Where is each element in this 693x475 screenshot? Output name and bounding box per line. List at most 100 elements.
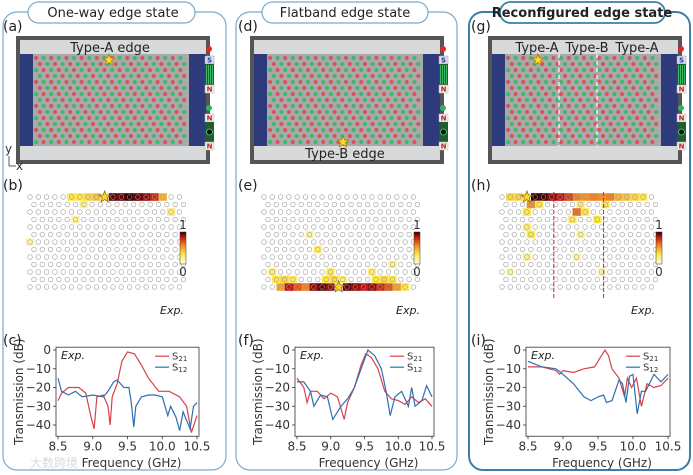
lattice-site	[551, 56, 556, 60]
lattice-site	[608, 110, 613, 114]
lattice-site	[365, 201, 371, 208]
lattice-site	[278, 224, 284, 230]
panel-label: (d)	[238, 19, 258, 35]
field-intensity-cell	[309, 283, 318, 291]
lattice-site	[352, 284, 358, 290]
lattice-site	[178, 128, 183, 132]
lattice-site	[287, 98, 291, 102]
lattice-site	[118, 194, 124, 200]
x-axis-label: Frequency (GHz)	[319, 456, 419, 470]
lattice-site	[515, 194, 522, 200]
magnet-pole-n	[676, 141, 687, 151]
magnet-n-label: N	[441, 143, 447, 151]
lattice-site	[336, 104, 341, 108]
lattice-site	[608, 134, 613, 138]
lattice-site	[525, 134, 529, 138]
lattice-site	[627, 116, 632, 120]
lattice-site	[332, 134, 337, 138]
lattice-site	[49, 68, 54, 72]
lattice-site	[385, 74, 390, 78]
lattice-site	[616, 110, 621, 114]
lattice-site	[294, 62, 299, 66]
lattice-site	[378, 86, 383, 90]
lattice-site	[302, 86, 307, 90]
lattice-site	[635, 104, 640, 108]
lattice-site	[159, 62, 164, 66]
lattice-site	[306, 128, 310, 132]
lattice-site	[540, 86, 545, 90]
lattice-site	[106, 276, 112, 283]
lattice-site	[563, 62, 567, 66]
lattice-site	[94, 116, 99, 120]
lattice-site	[72, 261, 79, 268]
lattice-site	[648, 224, 655, 230]
lattice-site	[646, 122, 651, 126]
lattice-site	[125, 128, 130, 132]
lattice-site	[513, 104, 518, 108]
lattice-site	[275, 92, 280, 96]
lattice-site	[594, 261, 600, 268]
lattice-site	[43, 284, 50, 290]
lattice-site	[612, 128, 617, 132]
lattice-site	[287, 62, 291, 66]
lattice-site	[401, 86, 405, 90]
lattice-site	[363, 86, 367, 90]
lattice-site	[590, 269, 596, 275]
lattice-site	[351, 80, 356, 84]
lattice-site	[34, 128, 38, 132]
lattice-site	[412, 56, 417, 60]
lattice-site	[594, 201, 600, 208]
lattice-site	[144, 122, 149, 126]
lattice-site	[45, 62, 50, 66]
lattice-site	[402, 209, 408, 215]
lattice-site	[52, 269, 58, 275]
lattice-site	[607, 194, 613, 200]
lattice-site	[47, 201, 54, 208]
lattice-site	[570, 98, 575, 102]
lattice-site	[608, 98, 613, 102]
colorbar-min-label: 0	[655, 265, 663, 279]
lattice-site	[298, 140, 303, 144]
lattice-site	[170, 116, 175, 120]
lattice-site	[378, 74, 383, 78]
lattice-site	[271, 74, 276, 78]
lattice-site	[416, 74, 421, 78]
lattice-site	[164, 246, 170, 253]
lattice-site	[273, 216, 279, 223]
lattice-site	[311, 239, 317, 245]
lattice-site	[370, 98, 375, 102]
lattice-site	[319, 254, 325, 260]
lattice-site	[131, 216, 137, 223]
lattice-site	[52, 284, 58, 290]
lattice-site	[525, 62, 529, 66]
lattice-site	[144, 98, 149, 102]
lattice-site	[344, 194, 350, 200]
lattice-site	[340, 276, 346, 283]
lattice-site	[528, 68, 533, 72]
lattice-site	[540, 269, 547, 275]
lattice-site	[644, 216, 650, 223]
lattice-site	[635, 56, 640, 60]
lattice-site	[31, 246, 37, 253]
field-intensity-cell	[280, 275, 289, 284]
lattice-site	[642, 92, 647, 96]
lattice-site	[528, 276, 534, 283]
lattice-site	[513, 56, 518, 60]
lattice-site	[566, 140, 571, 144]
lattice-site	[557, 194, 563, 200]
field-intensity-cell	[317, 283, 327, 291]
lattice-site	[623, 239, 630, 245]
colorbar-min-label: 0	[413, 265, 421, 279]
lattice-site	[132, 116, 137, 120]
lattice-site	[503, 216, 509, 223]
lattice-site	[321, 128, 326, 132]
lattice-site	[75, 74, 80, 78]
lattice-site	[64, 104, 69, 108]
lattice-site	[578, 231, 584, 238]
lattice-site	[135, 254, 141, 260]
lattice-site	[594, 246, 600, 253]
lattice-site	[627, 56, 632, 60]
lattice-site	[332, 110, 337, 114]
lattice-site	[631, 86, 636, 90]
